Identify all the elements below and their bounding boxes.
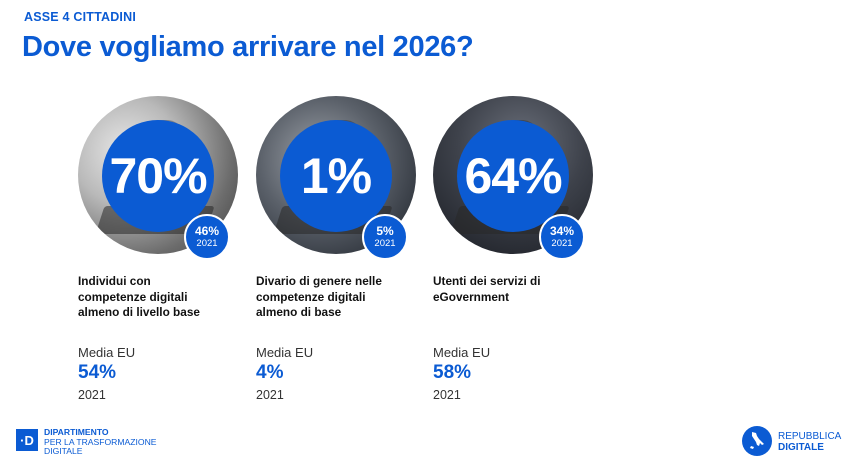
card-description: Divario di genere nelle competenze digit… bbox=[256, 274, 431, 321]
eu-average-label: Media EU bbox=[433, 345, 491, 360]
description-line: almeno di livello base bbox=[78, 305, 200, 319]
target-value: 64% bbox=[457, 120, 569, 232]
description-line: eGovernment bbox=[433, 289, 510, 304]
eu-average-value: 58% bbox=[433, 362, 472, 383]
department-logo-icon: ·D bbox=[16, 429, 38, 451]
description-line: almeno di base bbox=[256, 305, 342, 319]
baseline-year: 2021 bbox=[196, 238, 218, 249]
card-description: Individui con competenze digitali almeno… bbox=[78, 274, 253, 321]
description-line: Utenti dei servizi di bbox=[433, 274, 541, 288]
baseline-badge: 34% 2021 bbox=[539, 214, 585, 260]
description-line: competenze digitali bbox=[78, 289, 188, 304]
page-title: Dove vogliamo arrivare nel 2026? bbox=[22, 31, 474, 63]
target-value: 1% bbox=[280, 120, 392, 232]
section-kicker: ASSE 4 CITTADINI bbox=[24, 10, 137, 24]
eu-average-label: Media EU bbox=[256, 345, 314, 360]
department-line: DIPARTIMENTO bbox=[44, 427, 109, 437]
rep-line: DIGITALE bbox=[778, 442, 824, 453]
target-value: 70% bbox=[102, 120, 214, 232]
baseline-year: 2021 bbox=[551, 238, 573, 249]
baseline-badge: 46% 2021 bbox=[184, 214, 230, 260]
eu-average-year: 2021 bbox=[256, 388, 284, 402]
department-name: DIPARTIMENTO PER LA TRASFORMAZIONE DIGIT… bbox=[44, 427, 157, 457]
description-line: Divario di genere nelle bbox=[256, 274, 382, 288]
eu-average-year: 2021 bbox=[78, 388, 106, 402]
rep-line: REPUBBLICA bbox=[778, 431, 842, 442]
department-line: PER LA TRASFORMAZIONE bbox=[44, 436, 157, 447]
description-line: competenze digitali bbox=[256, 289, 366, 304]
baseline-value: 5% bbox=[376, 224, 394, 238]
card-description: Utenti dei servizi di eGovernment bbox=[433, 274, 608, 305]
baseline-value: 46% bbox=[194, 224, 220, 238]
eu-average-value: 54% bbox=[78, 362, 117, 383]
baseline-badge: 5% 2021 bbox=[362, 214, 408, 260]
italy-map-icon bbox=[742, 426, 772, 456]
eu-average-label: Media EU bbox=[78, 345, 136, 360]
eu-average-value: 4% bbox=[256, 362, 284, 383]
repubblica-digitale-logo: REPUBBLICA DIGITALE bbox=[778, 431, 841, 453]
baseline-year: 2021 bbox=[374, 238, 396, 249]
description-line: Individui con bbox=[78, 274, 151, 288]
eu-average-year: 2021 bbox=[433, 388, 461, 402]
baseline-value: 34% bbox=[549, 224, 575, 238]
department-line: DIGITALE bbox=[44, 446, 83, 456]
